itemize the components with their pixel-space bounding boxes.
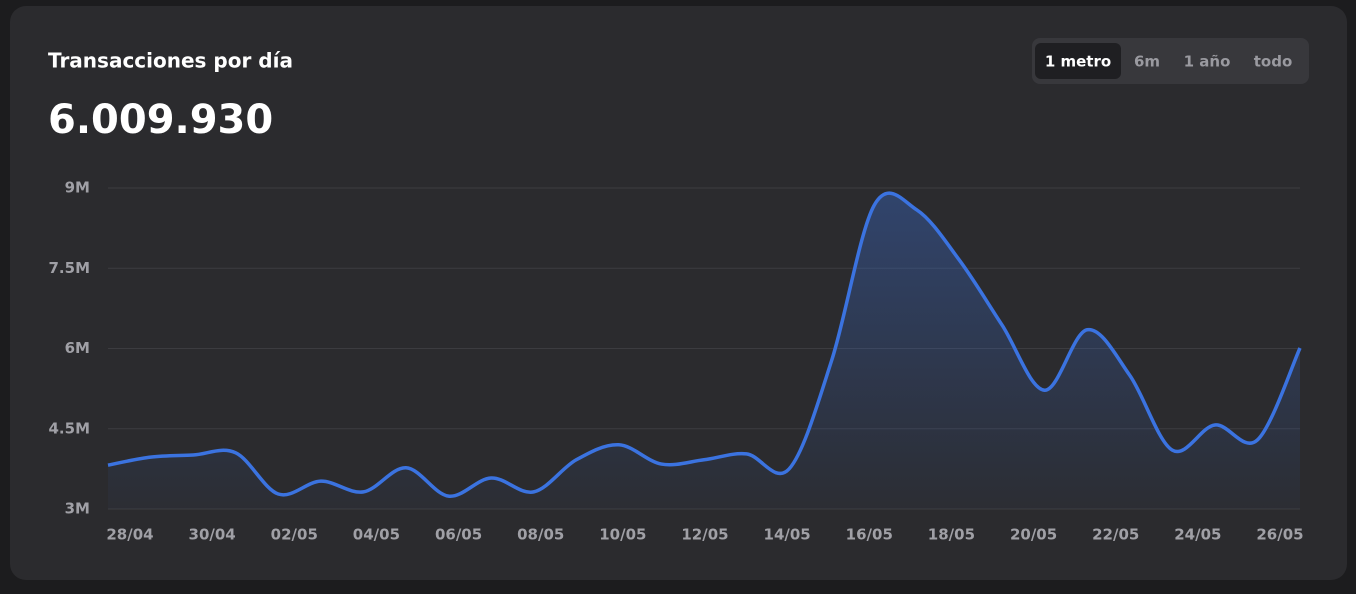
headline-value: 6.009.930 (48, 97, 273, 143)
x-tick-label: 28/04 (106, 526, 153, 544)
chart-title: Transacciones por día (48, 49, 293, 73)
x-tick-label: 06/05 (435, 526, 482, 544)
x-tick-label: 12/05 (681, 526, 728, 544)
x-tick-label: 26/05 (1256, 526, 1303, 544)
x-tick-label: 08/05 (517, 526, 564, 544)
y-tick-label: 4.5M (49, 419, 91, 437)
x-tick-label: 24/05 (1174, 526, 1221, 544)
x-tick-label: 20/05 (1010, 526, 1057, 544)
range-option[interactable]: 1 metro (1045, 53, 1111, 71)
range-option[interactable]: todo (1254, 53, 1293, 71)
range-active-bg (1035, 43, 1121, 79)
y-tick-label: 6M (65, 339, 90, 357)
x-tick-label: 10/05 (599, 526, 646, 544)
y-tick-label: 3M (65, 500, 90, 518)
y-tick-label: 7.5M (49, 259, 91, 277)
range-option[interactable]: 1 año (1184, 53, 1231, 71)
line (107, 191, 1302, 498)
area-fill (108, 193, 1300, 509)
x-tick-label: 18/05 (928, 526, 975, 544)
x-tick-label: 16/05 (846, 526, 893, 544)
y-tick-label: 9M (65, 179, 90, 197)
x-tick-label: 22/05 (1092, 526, 1139, 544)
range-option[interactable]: 6m (1134, 53, 1160, 71)
x-tick-label: 30/04 (189, 526, 236, 544)
x-tick-label: 04/05 (353, 526, 400, 544)
x-tick-label: 14/05 (764, 526, 811, 544)
x-tick-label: 02/05 (271, 526, 318, 544)
